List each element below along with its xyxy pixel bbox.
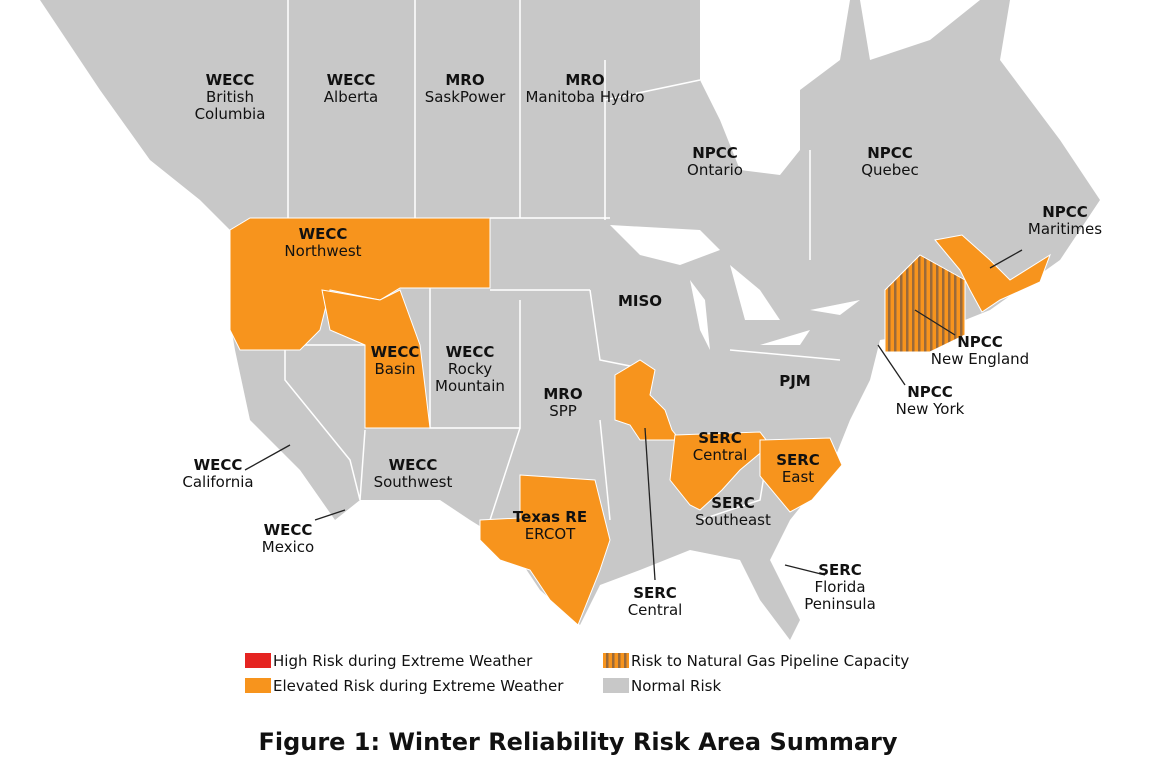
region-org: SERC (818, 561, 862, 579)
legend-label: High Risk during Extreme Weather (273, 652, 533, 670)
region-name: Ontario (687, 161, 743, 179)
region-name: Columbia (195, 105, 266, 123)
legend-swatch (245, 678, 271, 693)
region-name: Southwest (374, 473, 453, 491)
region-name: Quebec (861, 161, 919, 179)
region-name: SPP (549, 402, 577, 420)
region-shape (934, 234, 1051, 313)
legend-label: Normal Risk (631, 677, 721, 695)
region-org: MRO (543, 385, 582, 403)
risk-areas (229, 217, 1051, 626)
region-org: SERC (633, 584, 677, 602)
region-name: Central (693, 446, 748, 464)
region-name: Central (628, 601, 683, 619)
land-mass (40, 0, 1100, 640)
region-shape (614, 359, 682, 441)
region-shape (669, 431, 771, 511)
region-org: WECC (194, 456, 243, 474)
region-org: SERC (776, 451, 820, 469)
region-name: Mexico (262, 538, 314, 556)
region-org: WECC (371, 343, 420, 361)
region-org: MISO (618, 292, 662, 310)
region-labels: WECCBritishColumbiaWECCAlbertaMROSaskPow… (182, 71, 1102, 619)
region-org: SERC (698, 429, 742, 447)
region-shape (229, 217, 491, 351)
region-name: Florida (814, 578, 865, 596)
region-name: California (182, 473, 253, 491)
region-name: Maritimes (1028, 220, 1102, 238)
legend-label: Elevated Risk during Extreme Weather (273, 677, 564, 695)
region-org: WECC (389, 456, 438, 474)
region-org: SERC (711, 494, 755, 512)
region-name: British (206, 88, 254, 106)
region-org: MRO (445, 71, 484, 89)
region-org: WECC (446, 343, 495, 361)
region-org: NPCC (867, 144, 913, 162)
region-org: Texas RE (513, 508, 587, 526)
region-name: Rocky (448, 360, 492, 378)
region-name: Alberta (324, 88, 378, 106)
region-org: WECC (327, 71, 376, 89)
region-name: Mountain (435, 377, 505, 395)
region-org: MRO (565, 71, 604, 89)
hudson-bay (700, 0, 850, 175)
region-org: NPCC (692, 144, 738, 162)
region-org: WECC (264, 521, 313, 539)
region-org: NPCC (907, 383, 953, 401)
figure-title: Figure 1: Winter Reliability Risk Area S… (258, 728, 897, 756)
legend-swatch (603, 678, 629, 693)
region-name: East (782, 468, 814, 486)
legend: High Risk during Extreme Weather Elevated… (245, 652, 909, 695)
region-shape (479, 474, 611, 626)
region-shape (759, 437, 843, 513)
borders (284, 0, 841, 521)
region-name: Southeast (695, 511, 771, 529)
region-org: PJM (779, 372, 811, 390)
region-org: WECC (206, 71, 255, 89)
region-shape (884, 254, 966, 353)
legend-swatch (245, 653, 271, 668)
region-org: WECC (299, 225, 348, 243)
region-name: New York (896, 400, 965, 418)
legend-swatch (603, 653, 629, 668)
region-name: Peninsula (804, 595, 876, 613)
region-org: NPCC (1042, 203, 1088, 221)
region-name: Manitoba Hydro (525, 88, 644, 106)
region-name: Northwest (284, 242, 361, 260)
region-name: New England (931, 350, 1029, 368)
region-name: Basin (375, 360, 416, 378)
region-shape (321, 289, 431, 429)
legend-label: Risk to Natural Gas Pipeline Capacity (631, 652, 909, 670)
region-name: ERCOT (525, 525, 576, 543)
region-name: SaskPower (425, 88, 506, 106)
leader-lines (244, 249, 1023, 581)
region-org: NPCC (957, 333, 1003, 351)
great-lakes (610, 225, 860, 350)
